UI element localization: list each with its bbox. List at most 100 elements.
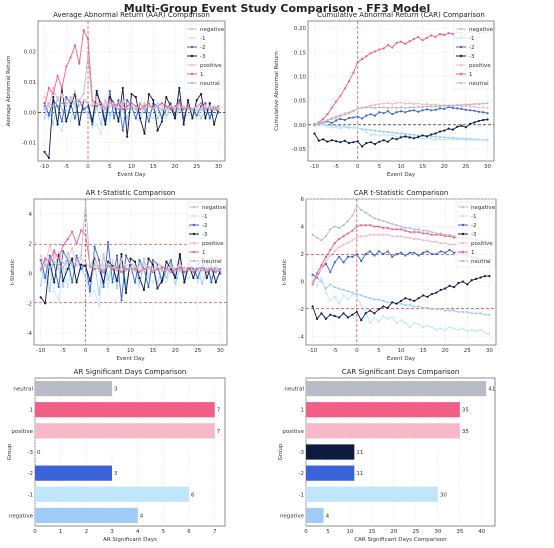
car-point--2: [451, 106, 455, 109]
art-point--1: [106, 285, 110, 288]
aar-point--3: [156, 129, 159, 132]
car-point-1: [330, 106, 333, 109]
arsig-value-label: 7: [217, 408, 221, 414]
cart-xtick-label: -10: [308, 348, 317, 354]
car-point-negative: [404, 132, 407, 136]
aar-point--2: [73, 117, 77, 120]
art-point--2: [124, 254, 128, 257]
aar-point-1: [165, 105, 168, 108]
art-point--3: [124, 291, 128, 294]
art-point-1: [138, 270, 141, 274]
art-series-group: [39, 202, 222, 308]
cart-legend-label: 1: [471, 250, 475, 256]
cart-point--2: [351, 255, 354, 258]
car-point-positive: [482, 106, 485, 109]
cart-point--3: [329, 313, 332, 316]
car-point-1: [365, 55, 368, 58]
art-point-1: [75, 242, 78, 245]
car-point--3: [347, 142, 351, 145]
cart-point--1: [311, 276, 314, 279]
cart-legend-marker: [461, 259, 465, 263]
aar-point--3: [173, 117, 177, 120]
car-point-1: [356, 60, 359, 64]
cart-point-neutral: [395, 224, 398, 227]
aar-point-neutral: [182, 105, 185, 108]
car-point--2: [365, 114, 368, 117]
art-ytick-label: 2: [29, 242, 33, 248]
car-point--2: [412, 109, 416, 112]
art-point-positive: [111, 261, 114, 265]
cart-point-negative: [320, 280, 323, 283]
cart-point-positive: [435, 240, 438, 243]
car-point-negative: [382, 130, 385, 133]
cart-ytick-label: -4: [299, 335, 305, 341]
car-point-neutral: [438, 104, 442, 108]
cart-point-1: [346, 232, 350, 235]
art-point-1: [160, 266, 164, 269]
art-ytick-label: 0: [29, 271, 33, 277]
cart-point--3: [475, 277, 478, 280]
car-point-neutral: [395, 106, 398, 109]
art-point--1: [138, 285, 141, 288]
cart-point-negative: [439, 308, 442, 311]
art-xtick-label: 30: [217, 348, 224, 354]
car-point-positive: [425, 102, 429, 106]
cart-point-negative: [373, 298, 376, 301]
aar-point-positive: [86, 102, 90, 105]
carsig-bar-neutral: [306, 380, 487, 397]
car-legend-marker: [459, 27, 463, 31]
art-point-neutral: [44, 263, 47, 266]
cart-point-positive: [391, 235, 394, 238]
aar-point-neutral: [156, 105, 159, 108]
art-legend-marker: [192, 223, 196, 227]
art-ytick-label: 4: [29, 212, 33, 218]
car-point-1: [404, 42, 407, 45]
car-point--2: [421, 109, 424, 112]
art-point-1: [57, 257, 60, 260]
car-point--2: [477, 110, 480, 113]
aar-point-neutral: [65, 105, 68, 108]
car-xtick-label: 20: [441, 164, 448, 170]
aar-point--3: [160, 120, 164, 123]
car-point-neutral: [347, 112, 351, 115]
art-point-1: [84, 233, 87, 236]
arsig-xtick-label: 1: [59, 529, 63, 535]
aar-point--2: [199, 105, 203, 108]
aar-point--1: [86, 114, 90, 117]
car-point--3: [360, 145, 364, 148]
car-point--3: [335, 140, 338, 143]
aar-point-neutral: [160, 108, 164, 111]
cart-point-negative: [444, 309, 447, 312]
aar-legend-marker: [190, 36, 194, 40]
aar-ytick-label: 0.01: [24, 80, 36, 86]
carsig-value-label: 41: [488, 387, 495, 393]
art-point-positive: [129, 261, 132, 265]
art-point--2: [39, 258, 42, 262]
cart-point--1: [373, 316, 376, 319]
aar-point--2: [178, 99, 181, 102]
cart-point--3: [452, 286, 456, 289]
car-point-1: [322, 117, 325, 121]
car-point-positive: [391, 102, 394, 106]
art-xtick-label: -5: [60, 348, 66, 354]
art-point--3: [156, 287, 159, 290]
arsig-value-label: 7: [217, 429, 221, 435]
car-point-negative: [391, 131, 394, 134]
cart-point-negative: [417, 305, 420, 308]
cart-point-positive: [395, 235, 398, 238]
car-point-1: [369, 52, 372, 55]
cart-point-positive: [342, 243, 345, 246]
aar-point--3: [91, 120, 94, 123]
cart-xtick-label: 20: [442, 348, 449, 354]
cart-point-1: [315, 272, 319, 275]
car-point-positive: [395, 101, 398, 105]
cart-point--1: [439, 327, 442, 330]
car-legend-label: positive: [469, 63, 491, 69]
cart-point-negative: [435, 308, 438, 311]
cart-point-negative: [324, 287, 327, 290]
art-point--2: [196, 276, 199, 280]
cart-point-1: [399, 228, 403, 231]
aar-point-neutral: [43, 108, 46, 111]
car-point-neutral: [356, 107, 359, 110]
cart-point-positive: [408, 236, 411, 239]
